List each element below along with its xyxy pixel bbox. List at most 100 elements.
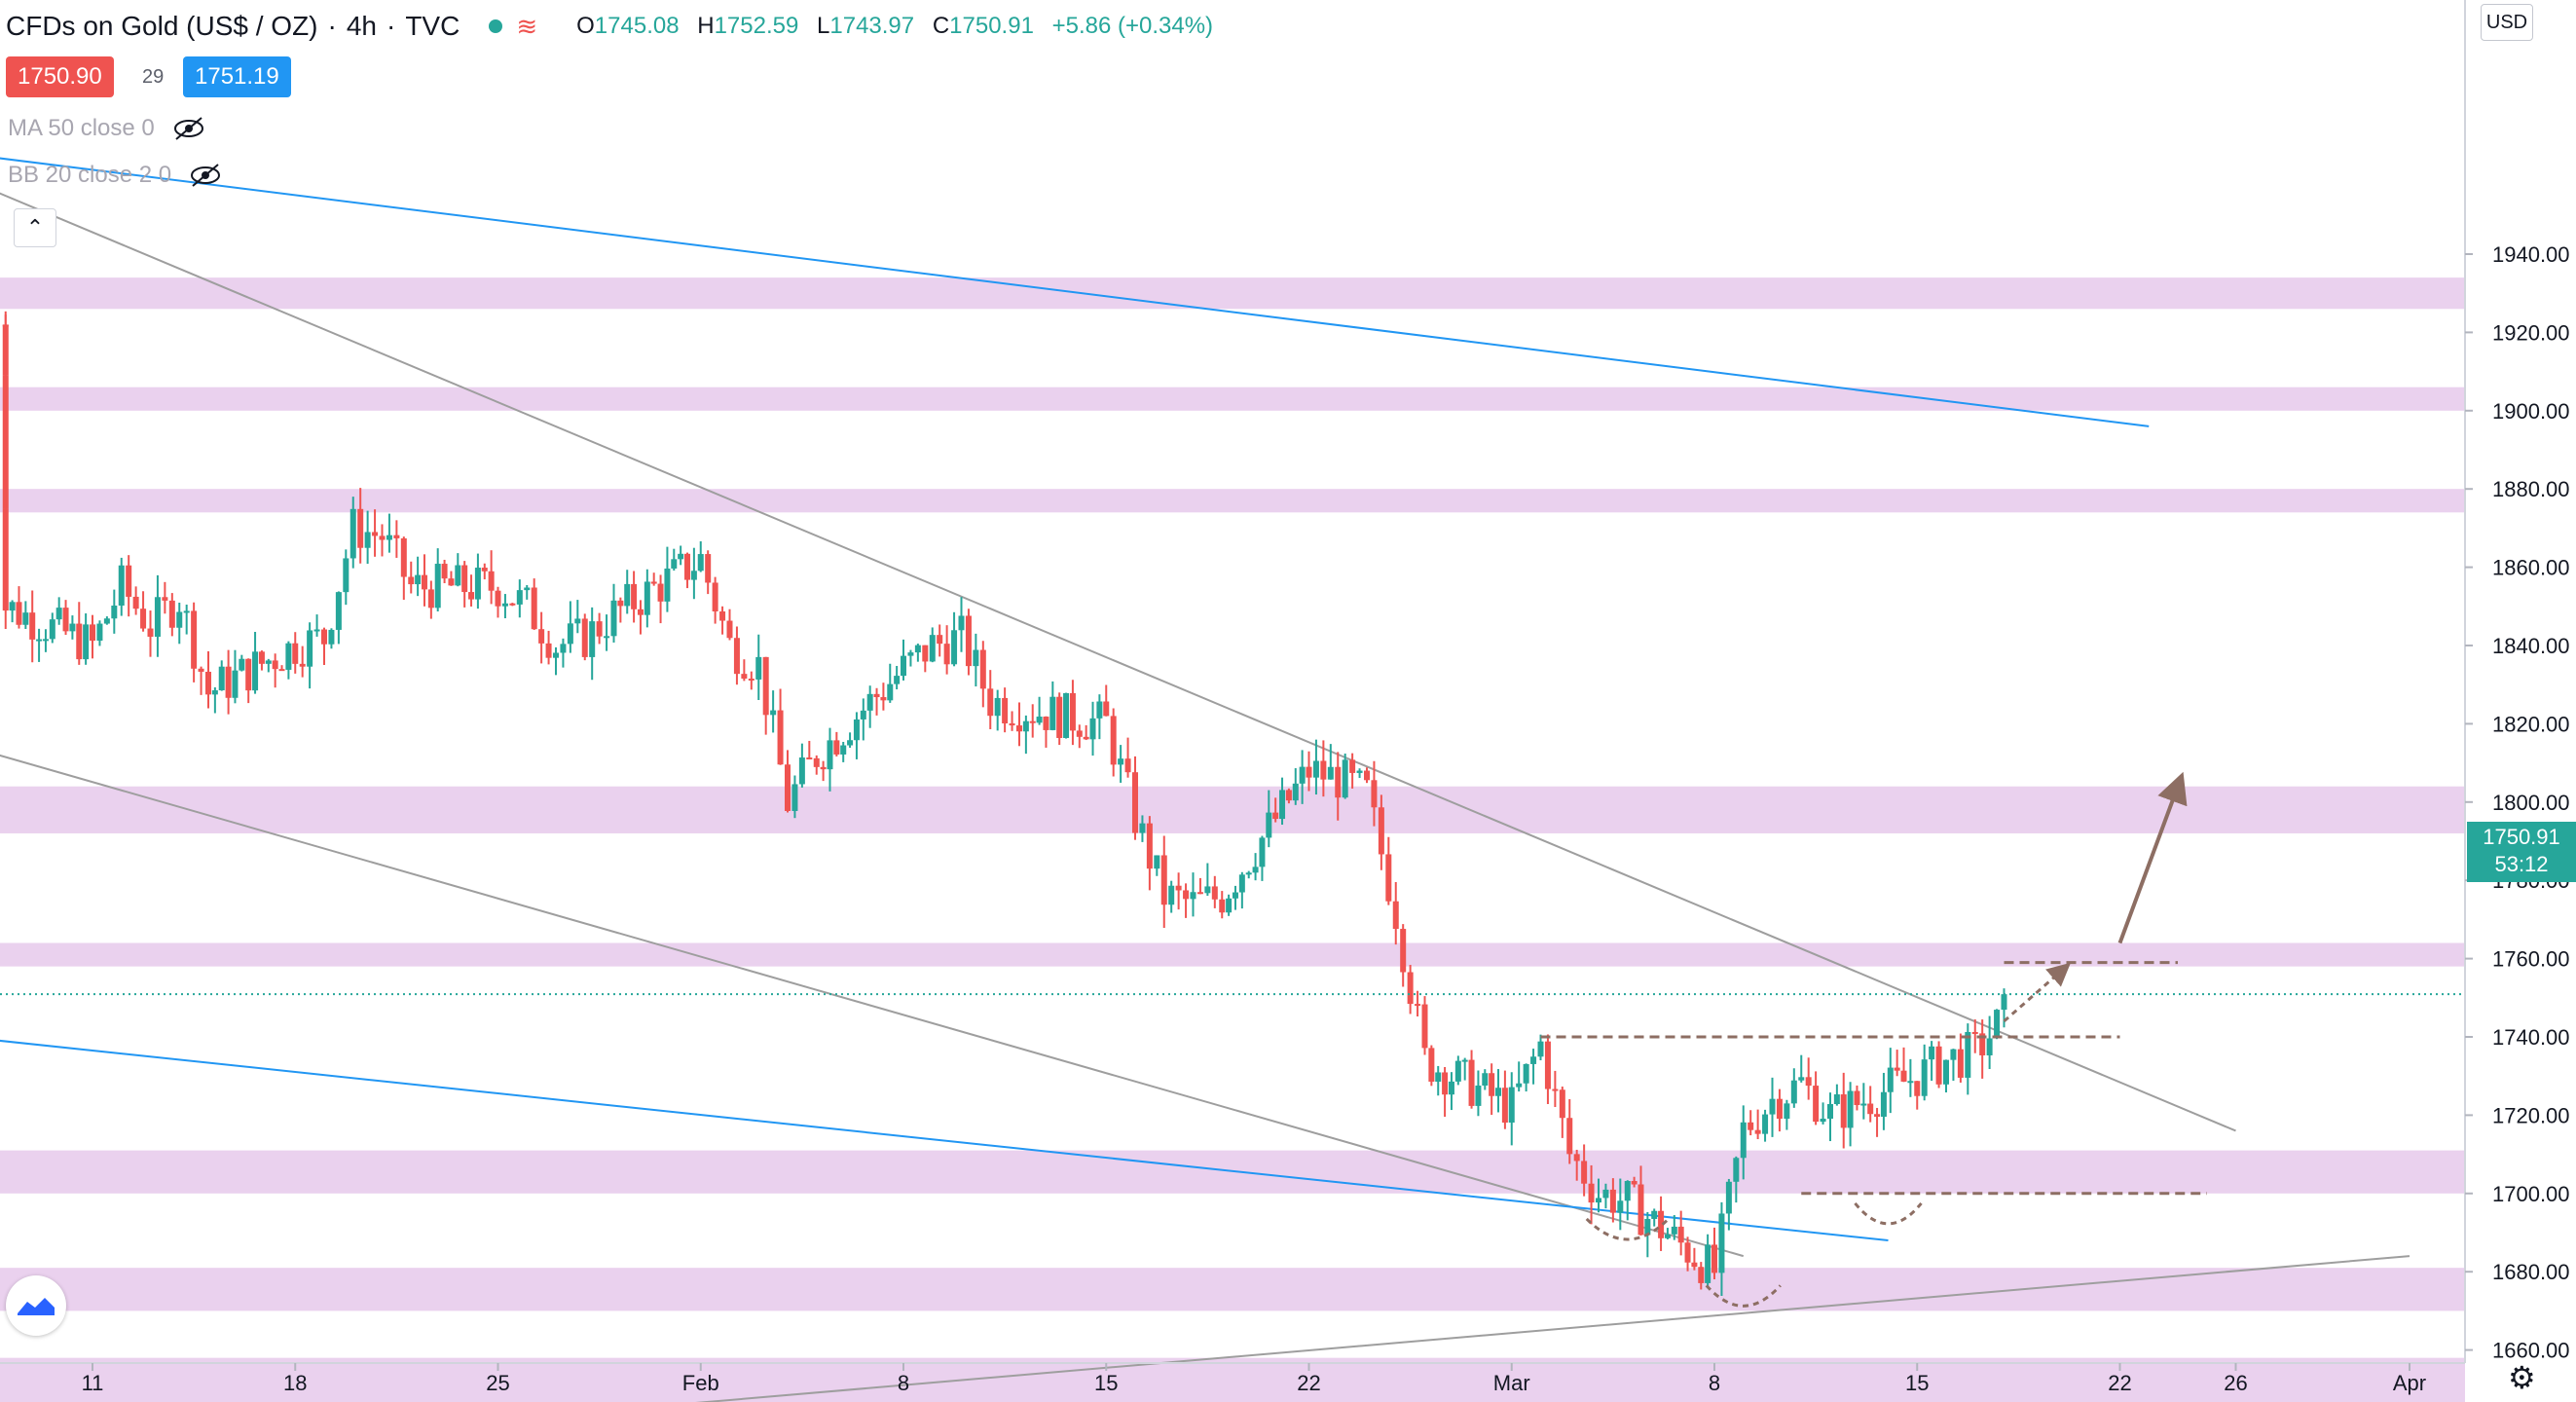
currency-button[interactable]: USD <box>2481 4 2533 41</box>
indicator-bb[interactable]: BB 20 close 2 0 <box>8 162 222 189</box>
resistance-zone[interactable] <box>0 277 2465 310</box>
candle-body <box>1154 855 1160 869</box>
candle-body <box>364 532 371 548</box>
candle-body <box>1454 1060 1461 1082</box>
interval[interactable]: 4h <box>346 11 377 41</box>
resistance-zone[interactable] <box>0 1357 2465 1402</box>
last-price-value: 1750.91 <box>2483 825 2560 849</box>
pattern-arc[interactable] <box>1585 1217 1670 1241</box>
time-tick-label: 11 <box>82 1371 104 1395</box>
trend-line-blue[interactable] <box>0 144 2150 427</box>
candle-body <box>1671 1226 1677 1235</box>
candle-body <box>29 612 36 640</box>
collapse-legend-button[interactable]: ⌃ <box>14 208 56 247</box>
candle-body <box>697 554 704 572</box>
candle-body <box>644 581 650 615</box>
resistance-zone[interactable] <box>0 489 2465 513</box>
resistance-zone[interactable] <box>0 387 2465 411</box>
candle-body <box>1421 1004 1428 1049</box>
candle-body <box>631 583 638 609</box>
candle-body <box>1754 1129 1761 1134</box>
market-status-icon[interactable] <box>489 19 503 33</box>
candle-body <box>1442 1072 1449 1095</box>
candle-body <box>2 508 9 611</box>
candle-body <box>1748 1122 1754 1130</box>
open-value: 1745.08 <box>594 13 680 39</box>
trend-line-gray[interactable] <box>35 1255 2410 1402</box>
price-tick-label: 1800.00 <box>2492 791 2570 815</box>
candle-body <box>1219 899 1226 913</box>
trend-line-gray[interactable] <box>0 723 1745 1258</box>
time-tick-label: 22 <box>1297 1371 1320 1395</box>
candle-body <box>1602 1189 1609 1199</box>
candle-body <box>1501 1088 1508 1124</box>
candle-body <box>1482 1073 1489 1086</box>
candle-body <box>2 375 9 509</box>
candle-body <box>1378 807 1384 855</box>
candle-body <box>154 597 161 637</box>
resistance-zone[interactable] <box>0 1268 2465 1311</box>
trend-line-gray[interactable] <box>0 184 2236 1132</box>
candle-body <box>553 652 559 658</box>
tradingview-logo[interactable] <box>6 1275 66 1336</box>
compare-icon[interactable]: ≋ <box>516 11 538 41</box>
candle-body <box>1776 1098 1783 1120</box>
indicator-ma[interactable]: MA 50 close 0 <box>8 115 205 142</box>
candle-body <box>1252 867 1259 873</box>
candle-body <box>770 710 777 716</box>
candle-body <box>1935 1046 1942 1085</box>
candle-body <box>1711 1244 1717 1273</box>
trend-line-blue[interactable] <box>0 1029 1889 1242</box>
candle-body <box>1921 1059 1928 1096</box>
candle-body <box>328 629 335 645</box>
candle-body <box>1638 1184 1644 1236</box>
candle-body <box>596 621 603 637</box>
candle-body <box>1805 1077 1812 1087</box>
eye-hidden-icon[interactable] <box>189 163 222 188</box>
candle-body <box>49 619 55 640</box>
candle-body <box>637 609 644 615</box>
candle-body <box>191 610 198 669</box>
candle-body <box>448 578 455 586</box>
sell-button[interactable]: 1750.90 <box>6 56 114 97</box>
candle-body <box>343 558 350 593</box>
pattern-arc[interactable] <box>1854 1201 1923 1226</box>
candle-body <box>1740 1122 1747 1159</box>
candle-body <box>474 568 481 600</box>
candle-body <box>1929 1046 1935 1060</box>
candle-body <box>1907 1081 1914 1084</box>
candle-body <box>1994 1010 2001 1039</box>
spread-value: 29 <box>142 66 165 88</box>
candle-body <box>741 674 748 679</box>
resistance-zone[interactable] <box>0 942 2465 967</box>
candle-body <box>1609 1189 1616 1213</box>
symbol-title[interactable]: CFDs on Gold (US$ / OZ) <box>6 11 318 41</box>
candle-body <box>1573 1154 1580 1162</box>
candle-body <box>1103 701 1110 717</box>
projection-arrow[interactable] <box>2003 962 2072 1023</box>
buy-button[interactable]: 1751.19 <box>183 56 291 97</box>
candle-body <box>958 615 965 631</box>
candle-body <box>951 630 958 665</box>
tradingview-logo-icon <box>18 1298 55 1315</box>
candle-body <box>994 697 1001 717</box>
candle-body <box>434 564 441 609</box>
candle-body <box>827 740 833 770</box>
candle-body <box>421 574 427 590</box>
candle-body <box>1232 892 1238 899</box>
candle-body <box>1292 783 1299 801</box>
candle-body <box>1495 1088 1502 1096</box>
gear-icon[interactable]: ⚙ <box>2508 1360 2536 1395</box>
resistance-zone[interactable] <box>0 786 2465 833</box>
time-tick-label: Apr <box>2393 1371 2426 1395</box>
eye-hidden-icon[interactable] <box>172 116 205 141</box>
candle-body <box>126 565 132 597</box>
candle-body <box>860 710 866 719</box>
pattern-arc[interactable] <box>1705 1284 1782 1308</box>
candle-body <box>1867 1103 1874 1115</box>
candle-body <box>408 576 415 585</box>
projection-arrow[interactable] <box>2117 771 2188 944</box>
candle-body <box>1965 1031 1971 1078</box>
candle-body <box>516 590 523 605</box>
